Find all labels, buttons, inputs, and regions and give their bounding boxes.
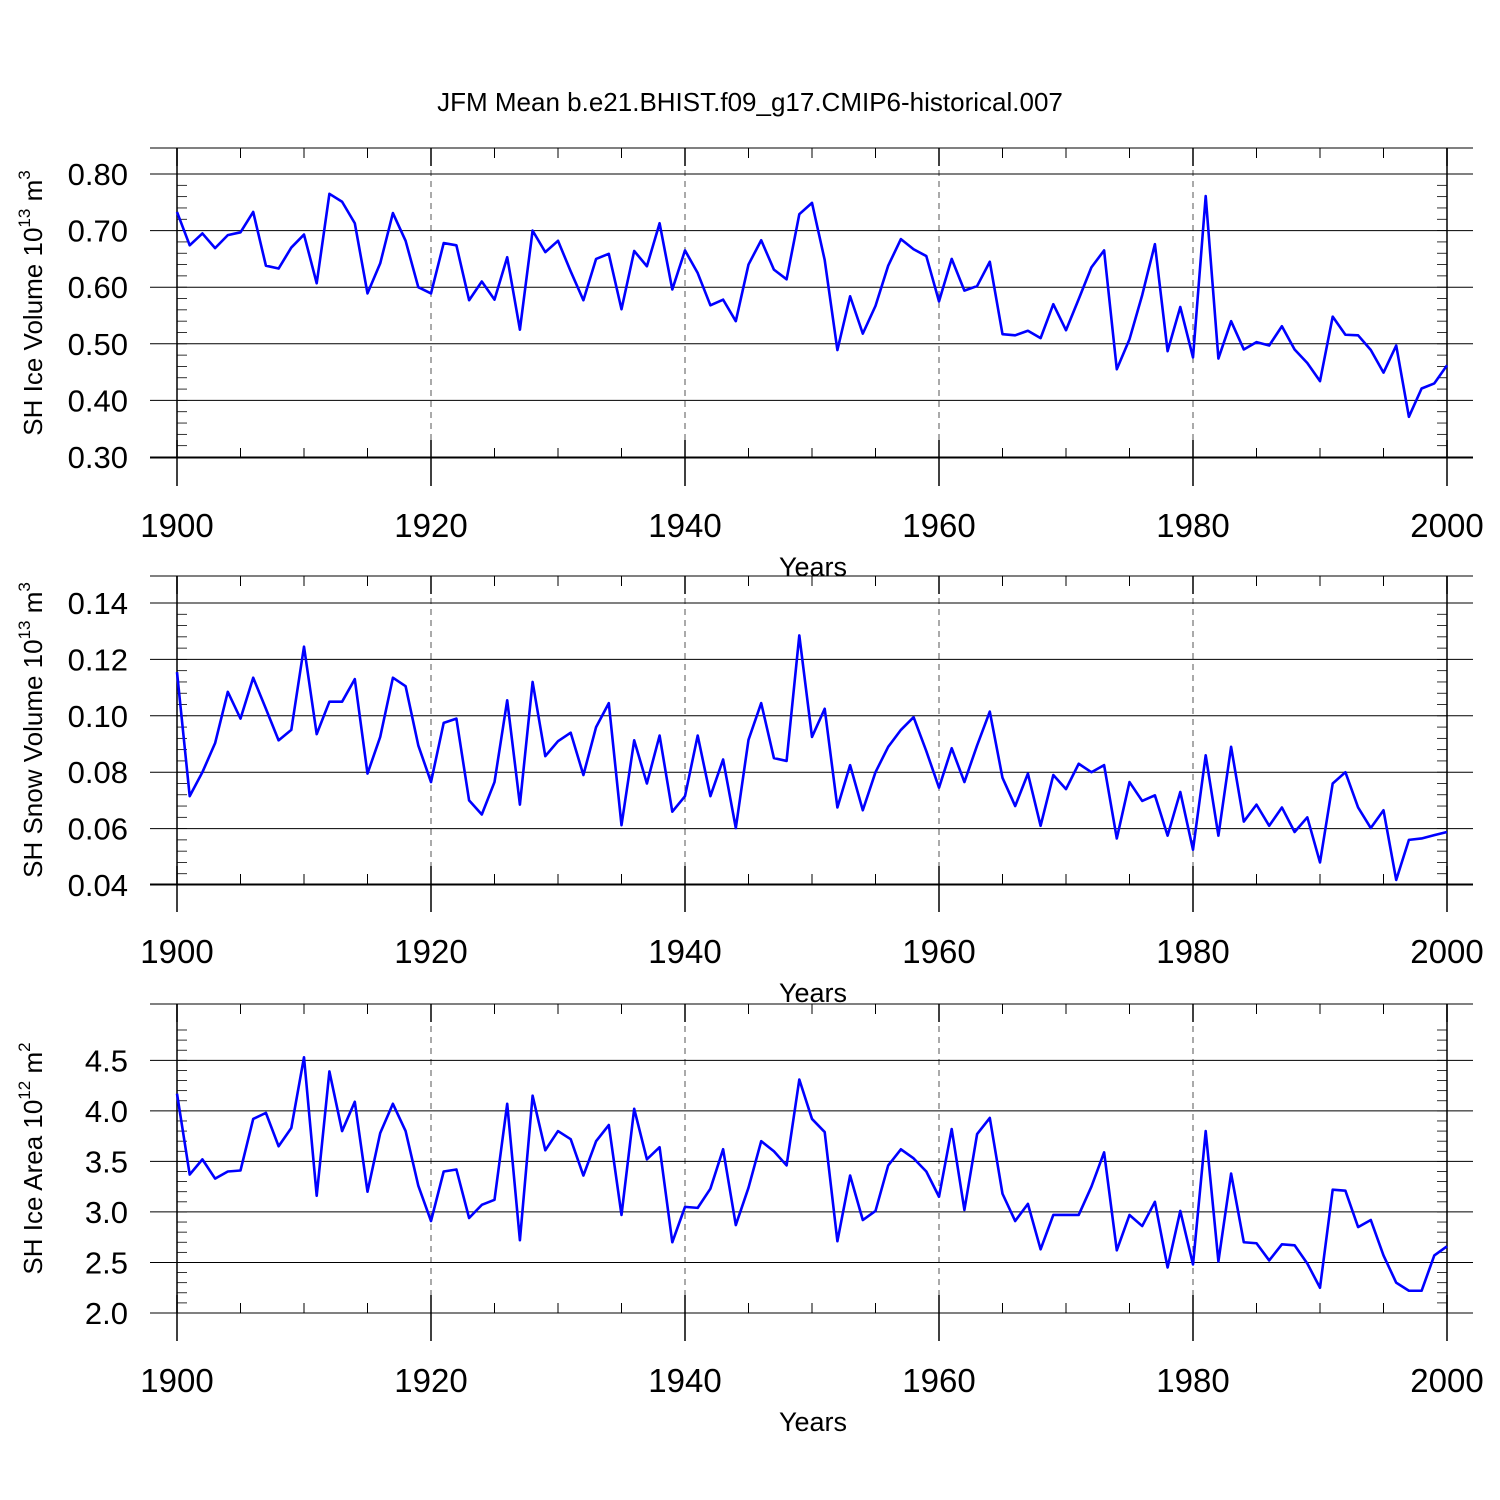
y-tick-label: 0.08 bbox=[68, 755, 128, 790]
y-tick-label: 2.0 bbox=[85, 1296, 128, 1331]
x-tick-label: 1960 bbox=[902, 933, 975, 970]
y-axis-label: SH Ice Area 1012 m2 bbox=[15, 1042, 48, 1274]
x-tick-label: 2000 bbox=[1410, 507, 1483, 544]
x-tick-label: 1980 bbox=[1156, 1362, 1229, 1399]
y-tick-label: 0.10 bbox=[68, 699, 128, 734]
x-tick-label: 1920 bbox=[394, 933, 467, 970]
panel-1: 0.30 0.40 0.50 0.60 0.70 0.80 1900 1920 1940 1960… bbox=[15, 147, 1484, 582]
x-tick-label: 1940 bbox=[648, 933, 721, 970]
x-tick-label: 1900 bbox=[140, 933, 213, 970]
series-line-sh-ice-volume bbox=[175, 192, 1449, 419]
y-axis-label-exponent: 13 bbox=[15, 209, 34, 228]
x-tick-label: 1940 bbox=[648, 1362, 721, 1399]
y-tick-label: 4.5 bbox=[85, 1043, 128, 1078]
y-axis-label-unit-exponent: 2 bbox=[15, 1042, 34, 1051]
x-tick-label: 1960 bbox=[902, 507, 975, 544]
y-axis-label-exponent: 13 bbox=[15, 620, 34, 639]
panel-3: 2.0 2.5 3.0 3.5 4.0 4.5 1900 1920 1940 1960 1980 20… bbox=[15, 1003, 1484, 1437]
y-axis-label-unit: m bbox=[18, 1052, 48, 1081]
y-axis-label-unit: m bbox=[18, 592, 48, 621]
y-tick-label: 0.70 bbox=[68, 214, 128, 249]
x-axis-label: Years bbox=[779, 552, 847, 582]
y-axis-label-exponent: 12 bbox=[15, 1081, 34, 1100]
y-axis-label-text: SH Ice Area 10 bbox=[18, 1100, 48, 1275]
y-tick-label: 3.0 bbox=[85, 1195, 128, 1230]
x-tick-label: 1980 bbox=[1156, 933, 1229, 970]
x-tick-label: 1940 bbox=[648, 507, 721, 544]
panel-2: 0.04 0.06 0.08 0.10 0.12 0.14 1900 1920 1940 1960… bbox=[15, 575, 1484, 1008]
x-tick-label: 1960 bbox=[902, 1362, 975, 1399]
chart-title: JFM Mean b.e21.BHIST.f09_g17.CMIP6-histo… bbox=[437, 87, 1063, 117]
y-tick-label: 0.60 bbox=[68, 270, 128, 305]
y-axis-label-unit-exponent: 3 bbox=[15, 170, 34, 179]
x-tick-label: 1980 bbox=[1156, 507, 1229, 544]
y-tick-label: 0.30 bbox=[68, 440, 128, 475]
y-axis-label-unit: m bbox=[18, 180, 48, 209]
y-axis-label: SH Snow Volume 1013 m3 bbox=[15, 582, 48, 878]
y-tick-label: 4.0 bbox=[85, 1094, 128, 1129]
y-tick-label: 0.14 bbox=[68, 586, 128, 621]
y-tick-label: 3.5 bbox=[85, 1144, 128, 1179]
y-axis-label-text: SH Ice Volume 10 bbox=[18, 228, 48, 436]
x-axis-label: Years bbox=[779, 978, 847, 1008]
series-line-sh-snow-volume bbox=[175, 634, 1448, 882]
y-axis-label-text: SH Snow Volume 10 bbox=[18, 639, 48, 877]
x-tick-label: 1900 bbox=[140, 507, 213, 544]
y-tick-label: 2.5 bbox=[85, 1245, 128, 1280]
y-tick-label: 0.80 bbox=[68, 157, 128, 192]
y-tick-label: 0.12 bbox=[68, 642, 128, 677]
x-tick-label: 1920 bbox=[394, 507, 467, 544]
x-tick-label: 2000 bbox=[1410, 1362, 1483, 1399]
y-axis-label: SH Ice Volume 1013 m3 bbox=[15, 170, 48, 435]
series-line-sh-ice-area bbox=[175, 1055, 1448, 1293]
x-tick-label: 1920 bbox=[394, 1362, 467, 1399]
y-tick-label: 0.04 bbox=[68, 868, 128, 903]
x-tick-label: 2000 bbox=[1410, 933, 1483, 970]
x-tick-label: 1900 bbox=[140, 1362, 213, 1399]
y-tick-label: 0.06 bbox=[68, 812, 128, 847]
y-axis-label-unit-exponent: 3 bbox=[15, 582, 34, 591]
y-tick-label: 0.40 bbox=[68, 383, 128, 418]
y-tick-label: 0.50 bbox=[68, 327, 128, 362]
x-axis-label: Years bbox=[779, 1407, 847, 1437]
